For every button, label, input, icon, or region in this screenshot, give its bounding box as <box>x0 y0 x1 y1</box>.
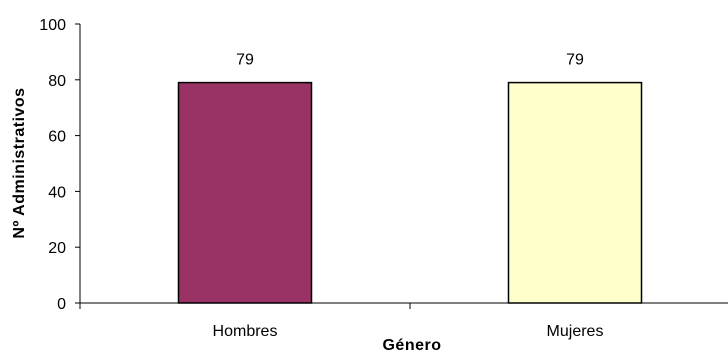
x-tick-label-mujeres: Mujeres <box>547 323 604 340</box>
bar-hombres <box>177 81 313 304</box>
y-tick-label: 80 <box>48 73 66 90</box>
data-label-hombres: 79 <box>236 52 254 69</box>
y-axis-title: Nº Administrativos <box>11 87 28 238</box>
x-tick-label-hombres: Hombres <box>213 323 278 340</box>
y-tick-label: 100 <box>39 17 66 34</box>
y-tick-label: 20 <box>48 240 66 257</box>
x-axis-title: Género <box>382 337 441 354</box>
y-tick-label: 40 <box>48 184 66 201</box>
labels: 79 Hombres 79 Mujeres <box>213 52 604 340</box>
bars <box>177 81 643 304</box>
y-tick-label: 0 <box>57 296 66 313</box>
data-label-mujeres: 79 <box>566 52 584 69</box>
bar-mujeres <box>507 81 643 304</box>
y-tick-label: 60 <box>48 129 66 146</box>
